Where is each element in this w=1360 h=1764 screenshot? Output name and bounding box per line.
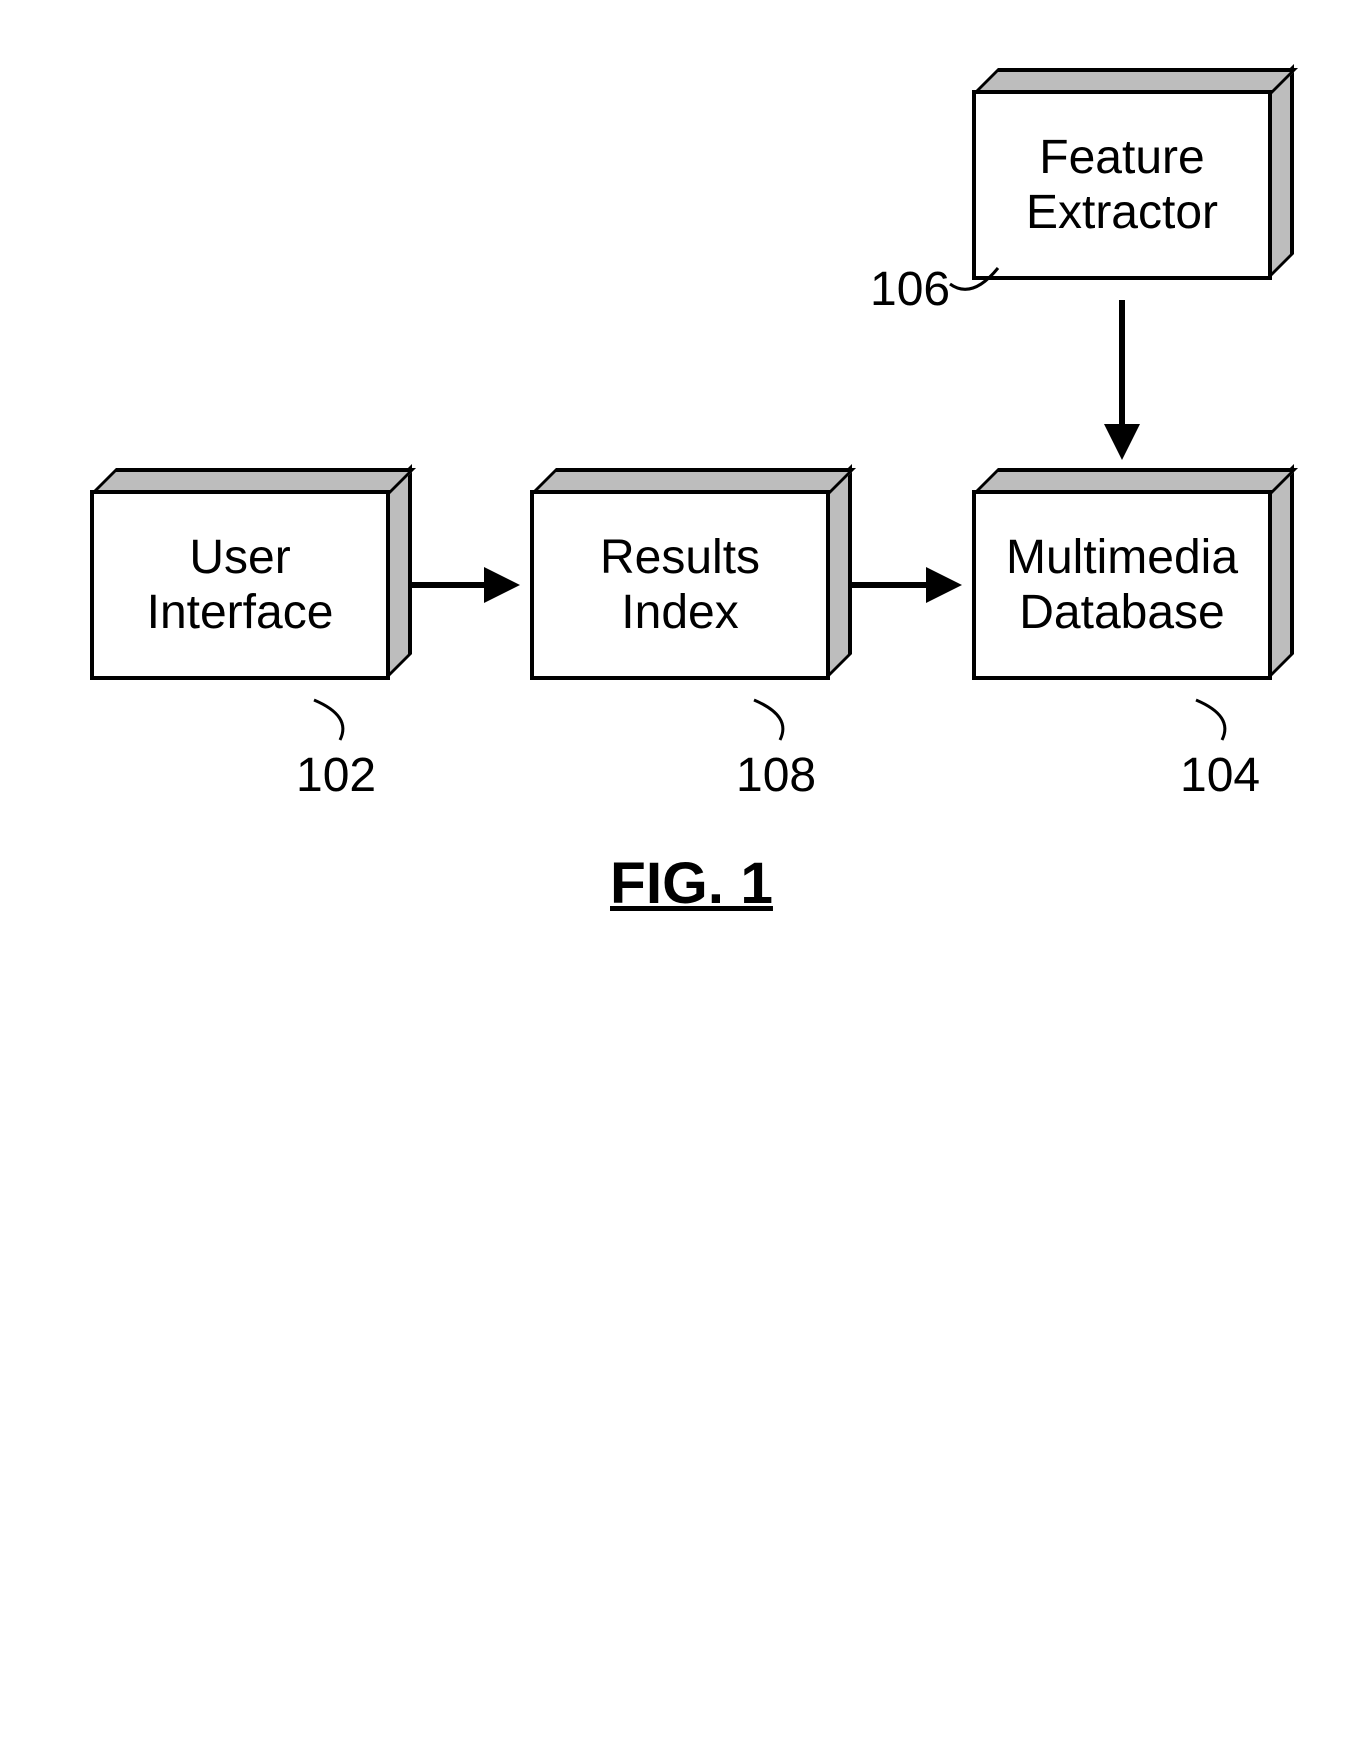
ref-106: 106 xyxy=(870,262,950,317)
node-user-interface: UserInterface xyxy=(90,490,412,702)
node-label: ResultsIndex xyxy=(600,530,760,640)
node-label: FeatureExtractor xyxy=(1026,130,1218,240)
node-label: UserInterface xyxy=(147,530,334,640)
ref-102: 102 xyxy=(296,748,376,803)
node-front-face: FeatureExtractor xyxy=(972,90,1272,280)
figure-label: FIG. 1 xyxy=(610,850,773,917)
diagram-canvas: { "figure_label": "FIG. 1", "font": { "n… xyxy=(0,0,1360,1764)
leader-104 xyxy=(1196,700,1225,740)
node-front-face: ResultsIndex xyxy=(530,490,830,680)
node-results-index: ResultsIndex xyxy=(530,490,852,702)
node-label: MultimediaDatabase xyxy=(1006,530,1238,640)
node-front-face: MultimediaDatabase xyxy=(972,490,1272,680)
node-front-face: UserInterface xyxy=(90,490,390,680)
leader-102 xyxy=(314,700,343,740)
ref-104: 104 xyxy=(1180,748,1260,803)
node-multimedia-database: MultimediaDatabase xyxy=(972,490,1294,702)
leader-108 xyxy=(754,700,783,740)
ref-108: 108 xyxy=(736,748,816,803)
node-feature-extractor: FeatureExtractor xyxy=(972,90,1294,302)
